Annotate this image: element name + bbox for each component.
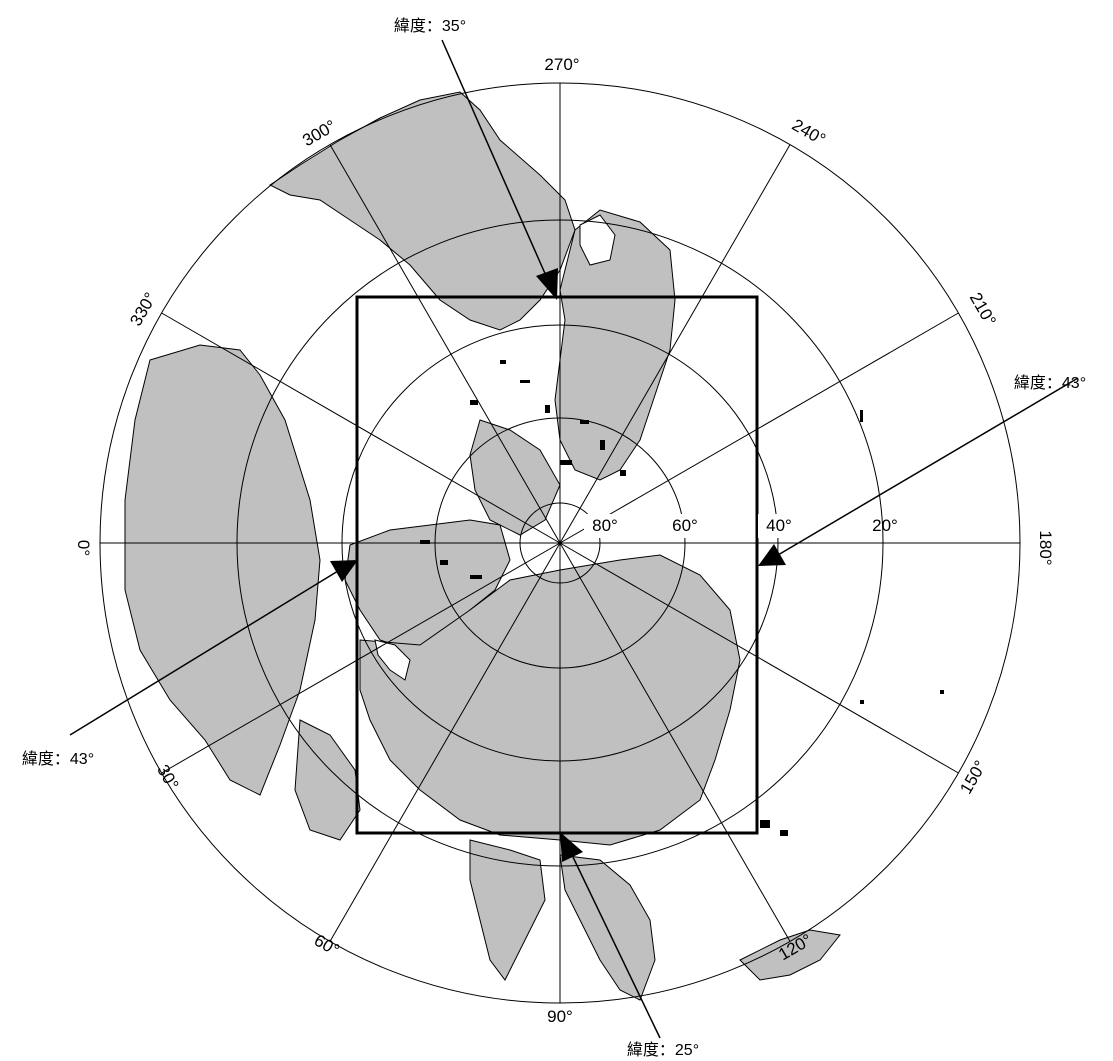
- arrow-top-head: [536, 268, 558, 300]
- lat-label-40: 40°: [766, 516, 792, 535]
- arrow-left-line: [69, 570, 339, 736]
- meridian-line-2: [559, 542, 791, 942]
- arrow-left-head: [330, 560, 358, 582]
- meridian-line-1: [559, 542, 959, 774]
- lat-label-80: 80°: [592, 516, 618, 535]
- landmasses: [124, 91, 841, 1001]
- lon-label-180: 180°: [1036, 530, 1055, 565]
- landmass-indonesia: [739, 929, 841, 981]
- lon-label-150: 150°: [956, 757, 990, 797]
- landmass-africa: [124, 344, 321, 796]
- meridian-line-5: [161, 542, 561, 774]
- meridian-line-4: [329, 542, 561, 942]
- arrow-bottom-line: [571, 854, 661, 1039]
- annotation-right: 緯度：43°: [1014, 374, 1086, 392]
- lon-label-270: 270°: [544, 55, 579, 74]
- annotation-bottom: 緯度：25°: [627, 1041, 699, 1059]
- latitude-labels: 80° 60° 40° 20°: [584, 514, 898, 538]
- annotation-top: 緯度：35°: [394, 17, 466, 35]
- lon-label-90: 90°: [547, 1007, 573, 1026]
- arrow-bottom-head: [560, 832, 583, 862]
- landmass-asia: [359, 554, 741, 846]
- landmass-arabia: [294, 719, 361, 841]
- lat-label-20: 20°: [872, 516, 898, 535]
- meridians: [100, 83, 1020, 1003]
- lon-label-240: 240°: [789, 115, 829, 149]
- meridian-line-10: [559, 144, 791, 544]
- lon-label-60: 60°: [311, 931, 343, 960]
- lon-label-210: 210°: [966, 289, 1000, 329]
- hudson-bay: [579, 214, 616, 266]
- pointer-arrows: [69, 39, 1079, 1039]
- landmass-greenland: [469, 419, 561, 536]
- landmass-americas-east: [554, 209, 676, 481]
- meridian-line-8: [329, 144, 561, 544]
- meridian-line-7: [161, 312, 561, 544]
- lon-label-0: 0°: [74, 540, 93, 556]
- arrow-right-line: [777, 377, 1079, 556]
- lat-label-60: 60°: [672, 516, 698, 535]
- annotation-left: 緯度：43°: [22, 750, 94, 768]
- lon-label-330: 330°: [126, 289, 160, 329]
- caspian-sea: [374, 639, 411, 681]
- landmass-india: [469, 839, 546, 981]
- coastline-details: [420, 360, 944, 836]
- meridian-line-11: [559, 312, 959, 544]
- annotations: 緯度：35° 緯度：43° 緯度：43° 緯度：25°: [22, 17, 1086, 1059]
- arrow-right-head: [758, 544, 786, 566]
- arrow-top-line: [441, 39, 548, 279]
